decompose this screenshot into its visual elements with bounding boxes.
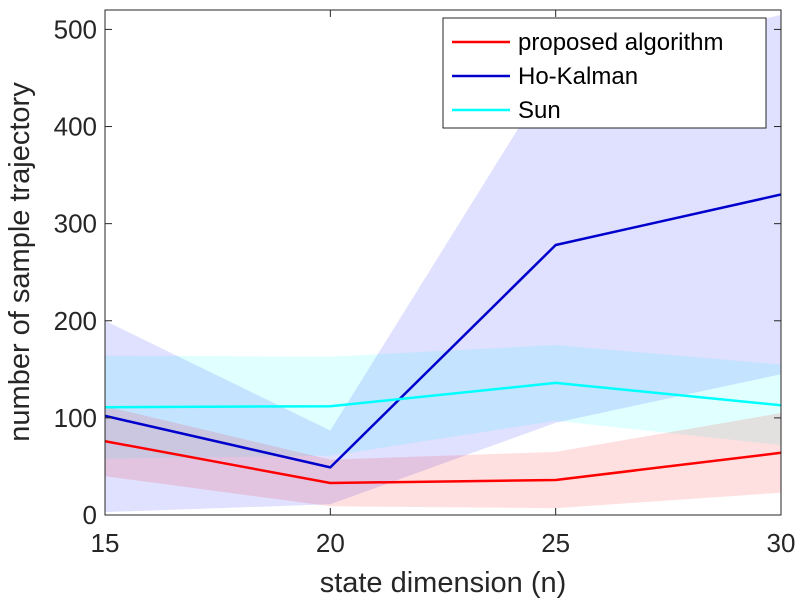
x-axis-label: state dimension (n) xyxy=(320,567,567,599)
y-tick-label: 400 xyxy=(54,112,97,142)
y-axis-label: number of sample trajectory xyxy=(4,82,36,442)
plot-frame xyxy=(104,9,782,516)
line-proposed-algorithm xyxy=(105,439,781,485)
x-tick-label: 25 xyxy=(541,528,570,558)
series-lines xyxy=(105,193,781,485)
y-tick-label: 300 xyxy=(54,209,97,239)
y-tick-label: 0 xyxy=(83,500,97,530)
legend-label: Sun xyxy=(518,97,561,124)
y-tick-label: 200 xyxy=(54,306,97,336)
x-tick-label: 20 xyxy=(316,528,345,558)
y-tick-label: 500 xyxy=(54,14,97,44)
legend-label: Ho-Kalman xyxy=(518,63,638,90)
band-sun xyxy=(105,345,781,459)
x-tick-label: 15 xyxy=(91,528,120,558)
line-sun xyxy=(105,381,781,409)
legend-label: proposed algorithm xyxy=(518,29,723,56)
x-tick-label: 30 xyxy=(767,528,796,558)
line-ho-kalman xyxy=(105,193,781,469)
axes xyxy=(104,9,782,516)
y-tick-label: 100 xyxy=(54,403,97,433)
band-proposed-algorithm xyxy=(105,406,781,509)
legend: proposed algorithm Ho-Kalman Sun xyxy=(442,17,767,129)
